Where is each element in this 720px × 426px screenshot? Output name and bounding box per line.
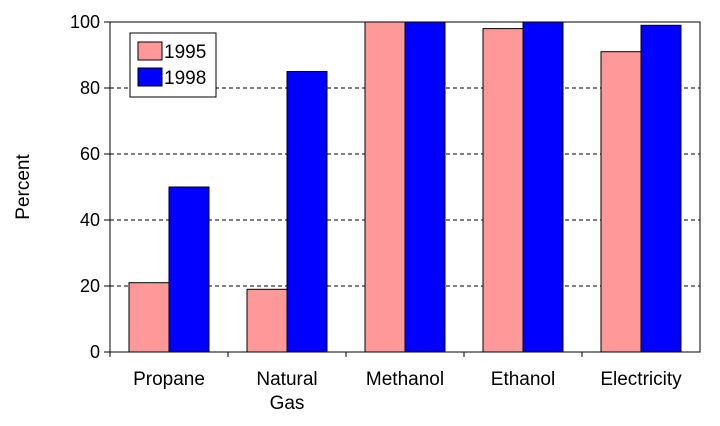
legend-swatch-1995 [137, 41, 163, 61]
y-tick-label: 60 [80, 144, 100, 164]
bar-1995-3 [482, 28, 524, 353]
x-axis-categories: Propane Natural Gas Methanol Ethanol Electric… [109, 352, 682, 414]
y-tick-label: 100 [70, 12, 100, 32]
x-category-label: Natural Gas [256, 369, 317, 414]
legend-swatch-1998 [137, 67, 163, 87]
x-category-label: Ethanol [491, 369, 555, 390]
x-category-label: Methanol [366, 369, 444, 390]
y-axis-title: Percent [13, 154, 34, 220]
y-tick-label: 0 [90, 342, 100, 362]
bar-1995-1 [246, 288, 288, 353]
bar-1998-2 [404, 21, 446, 353]
plot-frame [109, 21, 701, 353]
bar-1998-1 [286, 71, 328, 353]
x-category-label: Propane [133, 369, 205, 390]
bar-1998-4 [640, 24, 682, 353]
y-tick-label: 80 [80, 78, 100, 98]
legend-label-1998: 1998 [164, 68, 206, 89]
legend: 1995 1998 [129, 32, 217, 98]
y-axis-ticks: 0 20 40 60 80 100 [70, 12, 110, 362]
bar-1998-0 [168, 186, 210, 353]
y-tick-label: 20 [80, 276, 100, 296]
bar-1995-2 [364, 21, 406, 353]
bars [128, 21, 682, 353]
legend-label-1995: 1995 [164, 42, 206, 63]
y-tick-label: 40 [80, 210, 100, 230]
bar-1998-3 [522, 21, 564, 353]
bar-1995-0 [128, 282, 170, 353]
x-category-label: Electricity [600, 369, 682, 390]
bar-1995-4 [600, 51, 642, 353]
